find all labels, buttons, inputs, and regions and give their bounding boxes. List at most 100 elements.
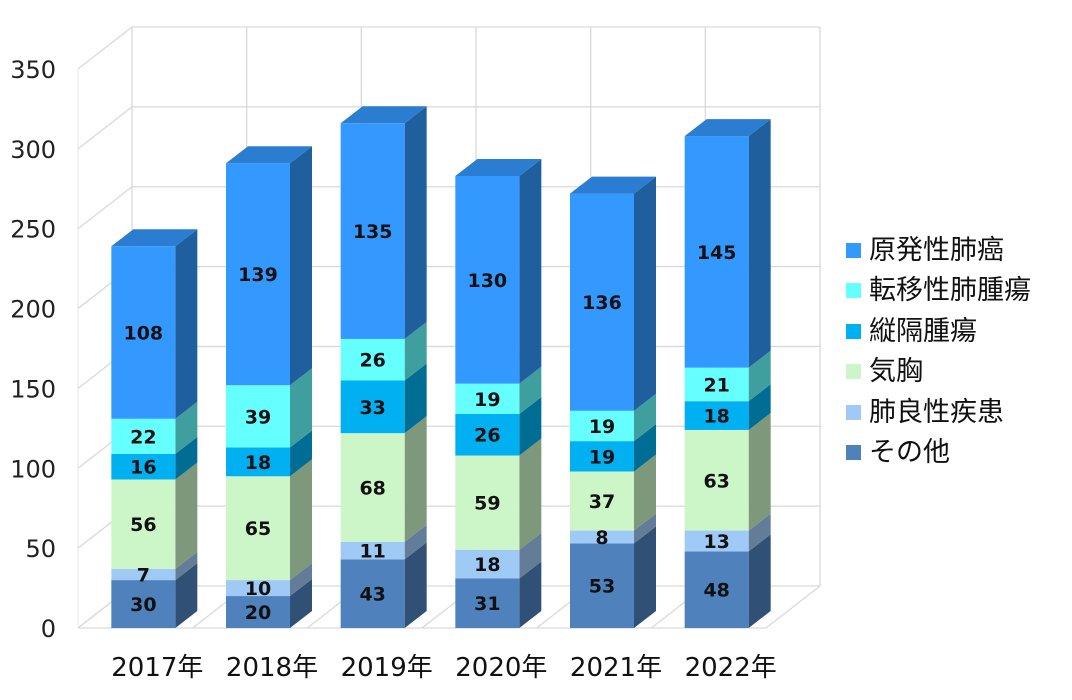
bar-segment-e6b097e883b8-5 xyxy=(684,412,771,531)
bar-segment-e7b8a6e99a94e885abe7988d-4 xyxy=(570,424,656,472)
bar-front xyxy=(111,568,176,581)
bar-front xyxy=(455,176,520,384)
bar-side xyxy=(519,396,542,456)
bar-front xyxy=(455,413,520,456)
legend-label: 縦隔腫瘍 xyxy=(869,315,977,347)
bar-front xyxy=(684,401,749,430)
data-label: 39 xyxy=(245,406,271,428)
bar-front xyxy=(684,429,749,531)
bar-top xyxy=(570,176,656,194)
bar-segment-e882bae889afe680a7e796bee682a3-5 xyxy=(684,513,771,552)
x-tick-label: 2021年 xyxy=(570,653,662,683)
data-label: 48 xyxy=(703,580,729,602)
bar-front xyxy=(111,580,176,628)
bar-front xyxy=(570,530,634,544)
data-label: 53 xyxy=(589,576,615,598)
bar-segment-e8bba2e7a7bbe680a7e882bae885abe7988d-5 xyxy=(684,350,771,402)
bar-side xyxy=(748,119,771,368)
legend: 原発性肺癌 転移性肺腫瘍 縦隔腫瘍気胸肺良性疾患その他 xyxy=(846,230,1031,473)
legend-swatch xyxy=(846,364,861,380)
data-label: 16 xyxy=(130,457,156,479)
bar-front xyxy=(340,433,405,542)
bar-segment-e58e9fe799bae680a7e882bae7998c-5 xyxy=(684,119,771,368)
data-label: 31 xyxy=(474,593,500,615)
data-label: 37 xyxy=(589,491,615,513)
x-tick-label: 2018年 xyxy=(226,653,318,683)
bar-side xyxy=(290,579,312,628)
legend-swatch xyxy=(846,323,861,339)
bar-front xyxy=(570,193,634,411)
bar-front xyxy=(226,476,290,581)
bar-side xyxy=(290,146,312,386)
data-label: 18 xyxy=(703,406,729,428)
x-tick-label: 2020年 xyxy=(455,653,547,683)
data-label: 26 xyxy=(474,425,500,447)
bar-side xyxy=(519,438,542,550)
data-label: 8 xyxy=(595,527,608,549)
data-label: 139 xyxy=(238,264,278,286)
bar-segment-e882bae889afe680a7e796bee682a3-3 xyxy=(455,532,542,579)
bar-side xyxy=(404,106,427,339)
bar-front xyxy=(570,543,634,628)
bar-front xyxy=(111,418,176,454)
data-label: 13 xyxy=(703,531,729,553)
y-tick-label: 200 xyxy=(10,296,56,324)
bar-side xyxy=(404,542,427,628)
bar-segment-e58e9fe799bae680a7e882bae7998c-1 xyxy=(226,146,312,386)
bar-side xyxy=(634,454,656,531)
bar-side xyxy=(748,534,771,628)
bar-segment-e58e9fe799bae680a7e882bae7998c-4 xyxy=(570,176,656,411)
data-label: 18 xyxy=(245,452,271,474)
data-label: 10 xyxy=(245,578,271,600)
legend-item-e6b097e883b8: 気胸 xyxy=(846,352,1031,393)
bar-front xyxy=(340,123,405,339)
bar-segment-e882bae889afe680a7e796bee682a3-1 xyxy=(226,563,312,597)
bar-side xyxy=(290,368,312,448)
legend-swatch xyxy=(846,404,861,420)
legend-label: 気胸 xyxy=(869,356,923,388)
bar-segment-e7b8a6e99a94e885abe7988d-3 xyxy=(455,396,542,456)
data-label: 43 xyxy=(359,584,385,606)
y-tick-label: 50 xyxy=(25,535,56,563)
legend-item-e58e9fe799bae680a7e882bae7998c: 原発性肺癌 xyxy=(846,230,1031,271)
gridline-side xyxy=(77,106,133,150)
legend-item-e3819de381aee4bb96: その他 xyxy=(846,433,1031,474)
bar-front xyxy=(455,549,520,579)
data-label: 26 xyxy=(359,350,385,372)
legend-swatch xyxy=(846,445,861,461)
legend-item-e8bba2e7a7bbe680a7e882bae885abe7988d: 転移性肺腫瘍 xyxy=(846,271,1031,312)
bar-segment-e3819de381aee4bb96-3 xyxy=(455,561,542,628)
legend-label: 肺良性疾患 xyxy=(869,396,1004,428)
bar-side xyxy=(404,524,427,560)
bar-segment-e7b8a6e99a94e885abe7988d-1 xyxy=(226,430,312,477)
bar-segment-e882bae889afe680a7e796bee682a3-4 xyxy=(570,513,656,544)
bar-front xyxy=(340,559,405,628)
x-axis: 2017年 2018年 2019年 2020年 2021年 2022年 xyxy=(111,653,777,683)
bar-side xyxy=(290,459,312,581)
gridline-side xyxy=(77,186,133,230)
bar-front xyxy=(455,578,520,628)
bar-segment-e7b8a6e99a94e885abe7988d-2 xyxy=(340,363,427,434)
data-label: 21 xyxy=(703,374,729,396)
legend-item-e7b8a6e99a94e885abe7988d: 縦隔腫瘍 xyxy=(846,311,1031,352)
bar-segment-e7b8a6e99a94e885abe7988d-0 xyxy=(111,436,198,480)
bar-top xyxy=(226,146,312,164)
bar-segment-e7b8a6e99a94e885abe7988d-5 xyxy=(684,384,771,430)
data-label: 135 xyxy=(353,221,393,243)
bar-top xyxy=(111,229,198,247)
bar-segment-e882bae889afe680a7e796bee682a3-0 xyxy=(111,551,198,581)
legend-swatch xyxy=(846,242,861,258)
data-label: 19 xyxy=(589,446,615,468)
bar-side xyxy=(175,462,198,569)
y-tick-label: 350 xyxy=(10,56,56,84)
bar-front xyxy=(226,580,290,597)
legend-label: その他 xyxy=(869,437,950,469)
bar-front xyxy=(570,441,634,472)
bar-segment-e8bba2e7a7bbe680a7e882bae885abe7988d-0 xyxy=(111,401,198,454)
bar-front xyxy=(684,551,749,628)
bar-side xyxy=(748,513,771,552)
bar-side xyxy=(748,350,771,402)
bar-side xyxy=(404,363,427,434)
bar-front xyxy=(226,163,290,386)
bar-side xyxy=(404,321,427,381)
